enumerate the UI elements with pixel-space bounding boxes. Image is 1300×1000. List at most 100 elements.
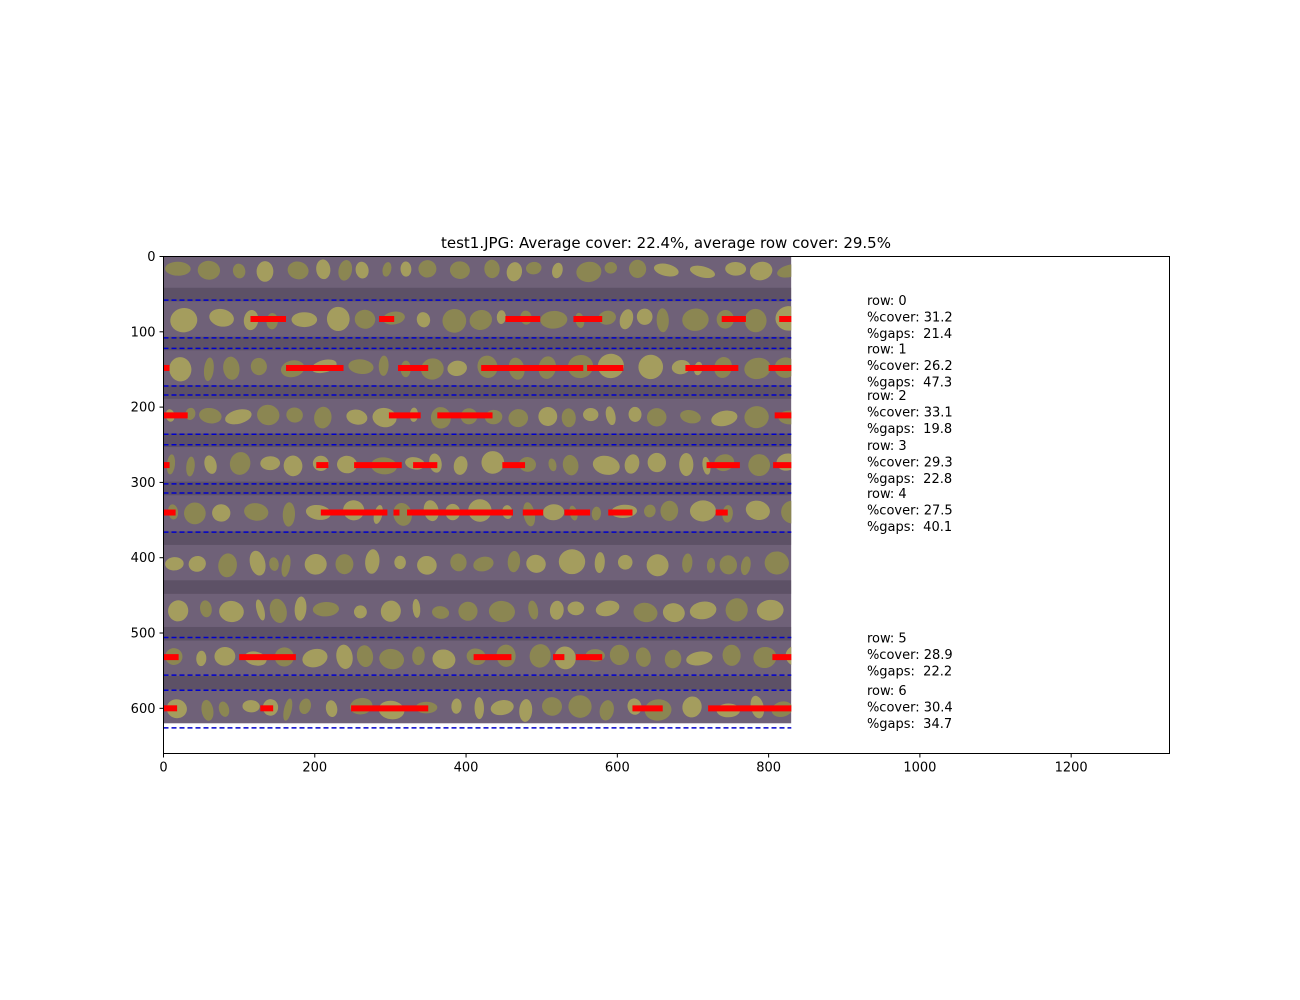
row-0-cover-label: %cover: 31.2 (867, 311, 953, 326)
plant-patch (294, 596, 307, 621)
plant-patch (711, 410, 738, 427)
x-tick-label: 400 (454, 761, 479, 776)
plant-patch (529, 644, 551, 668)
plant-patch (653, 263, 679, 277)
plant-patch (199, 407, 222, 424)
plant-patch (336, 644, 353, 669)
row-1-cover-label: %cover: 26.2 (867, 359, 953, 374)
plant-patch (380, 600, 401, 622)
plant-patch (538, 406, 558, 426)
y-tick-label: 300 (131, 476, 156, 491)
plant-patch (628, 406, 642, 422)
soil-shadow (163, 531, 792, 545)
plant-patch (781, 500, 792, 524)
plant-patch (260, 456, 281, 471)
row-6-row-label: row: 6 (867, 684, 907, 699)
plant-patch (299, 698, 312, 715)
x-tick-label: 1200 (1055, 761, 1088, 776)
soil-shadow (163, 626, 792, 641)
plant-patch (702, 456, 711, 475)
plant-patch (562, 454, 579, 476)
soil-shadow (163, 481, 792, 496)
plant-patch (749, 261, 773, 281)
plant-patch (249, 550, 266, 576)
plant-patch (169, 357, 192, 382)
plant-patch (186, 456, 195, 477)
plant-patch (764, 551, 789, 575)
plant-patch (740, 556, 751, 576)
plant-patch (638, 354, 664, 380)
plant-patch (605, 406, 616, 426)
plant-patch (540, 310, 568, 329)
plant-patch (591, 506, 602, 521)
row-6-gaps-label: %gaps: 34.7 (867, 717, 952, 732)
row-5-row-label: row: 5 (867, 632, 907, 647)
plant-patch (624, 454, 640, 474)
plant-patch (595, 600, 620, 617)
plant-patch (379, 648, 405, 670)
plant-patch (283, 698, 293, 721)
plant-patch (212, 504, 231, 522)
plant-patch (165, 557, 184, 571)
plant-patch (554, 646, 576, 670)
plant-patch (338, 260, 353, 281)
plant-patch (689, 265, 716, 279)
row-4-row-label: row: 4 (867, 487, 907, 502)
plant-patch (583, 408, 599, 422)
plant-patch (420, 358, 444, 380)
x-tick-label: 600 (605, 761, 630, 776)
plant-patch (725, 261, 747, 276)
plant-patch (633, 602, 658, 623)
plant-patch (628, 259, 647, 278)
plant-patch (506, 262, 523, 282)
plant-patch (490, 700, 514, 716)
soil-shadow (163, 433, 792, 448)
plant-patch (382, 262, 392, 277)
plant-patch (326, 306, 350, 332)
plant-patch (353, 605, 367, 619)
y-tick-label: 0 (147, 250, 155, 265)
plant-patch (680, 409, 701, 424)
plant-patch (592, 455, 620, 475)
x-tick-label: 0 (159, 761, 167, 776)
plant-patch (519, 457, 536, 472)
row-3-gaps-label: %gaps: 22.8 (867, 472, 952, 487)
plant-patch (412, 646, 425, 666)
y-tick-label: 400 (131, 551, 156, 566)
plant-patch (525, 261, 542, 275)
plant-patch (548, 458, 557, 472)
plant-patch (250, 357, 267, 376)
plant-patch (209, 308, 234, 327)
plant-patch (647, 452, 667, 473)
plant-patch (561, 408, 576, 428)
plant-patch (432, 649, 456, 670)
plant-patch (519, 699, 533, 722)
plant-patch (662, 603, 685, 623)
plant-patch (283, 455, 303, 477)
x-tick-label: 800 (756, 761, 781, 776)
plant-patch (356, 645, 374, 668)
plant-patch (281, 554, 291, 577)
plant-patch (416, 312, 431, 328)
plant-patch (256, 261, 274, 282)
soil-shadow (163, 580, 792, 594)
plant-patch (442, 308, 467, 333)
plant-patch (473, 556, 494, 572)
plant-patch (568, 695, 592, 718)
plant-patch (656, 308, 669, 333)
soil-shadow (163, 287, 792, 302)
plant-patch (449, 261, 470, 279)
plant-patch (316, 259, 331, 280)
plant-patch (432, 606, 450, 619)
plant-patch (218, 701, 230, 717)
plant-patch (542, 504, 565, 521)
plant-patch (488, 600, 515, 623)
plant-patch (394, 555, 406, 570)
plant-patch (508, 409, 529, 428)
plant-patch (229, 452, 251, 475)
plant-patch (223, 356, 240, 380)
plant-patch (756, 599, 784, 621)
chart-title: test1.JPG: Average cover: 22.4%, average… (441, 234, 891, 252)
plant-patch (549, 600, 564, 620)
